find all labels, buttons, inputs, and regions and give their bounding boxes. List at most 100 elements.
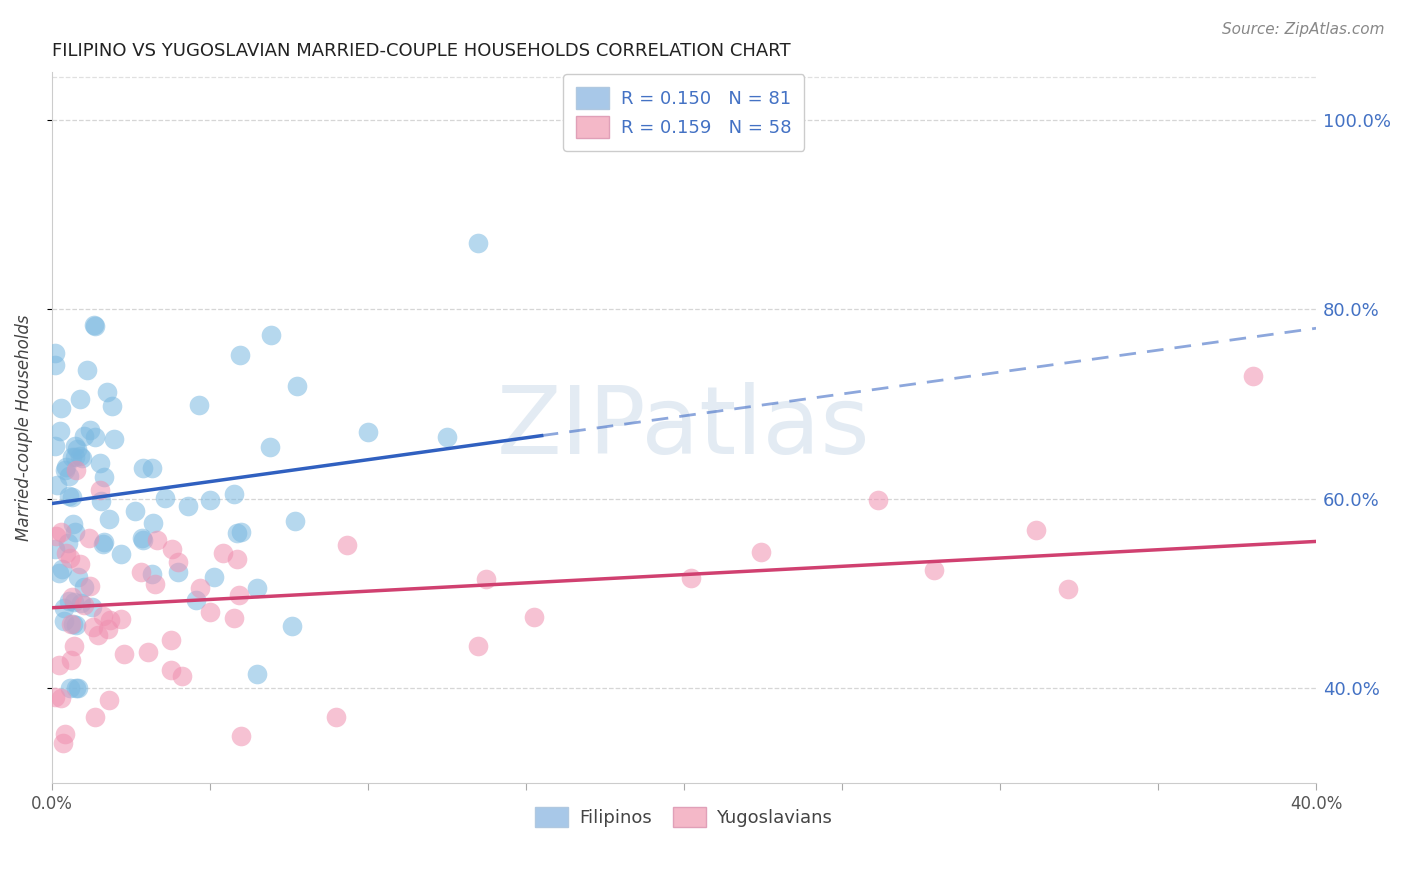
Point bbox=[49, 691, 72, 706]
Point bbox=[63, 524, 86, 539]
Point bbox=[101, 399, 124, 413]
Point bbox=[132, 533, 155, 548]
Point bbox=[52, 736, 75, 750]
Point bbox=[198, 606, 221, 620]
Point bbox=[110, 612, 132, 626]
Point bbox=[186, 593, 208, 607]
Point bbox=[159, 632, 181, 647]
Point bbox=[59, 653, 82, 667]
Point bbox=[110, 547, 132, 561]
Point bbox=[96, 384, 118, 399]
Point bbox=[65, 462, 87, 476]
Point bbox=[749, 545, 772, 559]
Point bbox=[226, 526, 249, 541]
Point bbox=[131, 565, 153, 579]
Point bbox=[65, 681, 87, 696]
Point bbox=[60, 450, 83, 464]
Point bbox=[44, 358, 66, 372]
Point bbox=[62, 517, 84, 532]
Point bbox=[60, 616, 83, 631]
Point bbox=[86, 628, 108, 642]
Point bbox=[170, 669, 193, 683]
Point bbox=[70, 597, 93, 611]
Point bbox=[73, 429, 96, 443]
Point bbox=[59, 551, 82, 566]
Point bbox=[231, 729, 253, 743]
Point bbox=[160, 542, 183, 557]
Point bbox=[1056, 582, 1078, 596]
Point bbox=[91, 609, 114, 624]
Point bbox=[53, 463, 76, 477]
Point bbox=[66, 681, 89, 696]
Point bbox=[69, 392, 91, 407]
Point bbox=[73, 580, 96, 594]
Point bbox=[177, 499, 200, 513]
Point bbox=[83, 430, 105, 444]
Text: ZIPatlas: ZIPatlas bbox=[498, 382, 870, 474]
Point bbox=[79, 423, 101, 437]
Point bbox=[141, 566, 163, 581]
Point bbox=[48, 658, 70, 673]
Point bbox=[136, 645, 159, 659]
Point bbox=[44, 345, 66, 359]
Point bbox=[89, 493, 111, 508]
Point bbox=[112, 647, 135, 661]
Point bbox=[160, 664, 183, 678]
Point bbox=[51, 561, 73, 575]
Point bbox=[436, 430, 458, 444]
Point bbox=[53, 601, 76, 615]
Point bbox=[65, 618, 87, 632]
Point bbox=[146, 533, 169, 547]
Point bbox=[228, 588, 250, 602]
Point bbox=[69, 450, 91, 464]
Point bbox=[225, 551, 247, 566]
Point bbox=[58, 536, 80, 550]
Point bbox=[246, 581, 269, 595]
Point bbox=[222, 611, 245, 625]
Point bbox=[60, 491, 83, 505]
Point bbox=[131, 531, 153, 545]
Point bbox=[44, 690, 66, 704]
Point bbox=[246, 667, 269, 681]
Point bbox=[1025, 523, 1047, 537]
Point bbox=[44, 542, 66, 557]
Point bbox=[325, 709, 347, 723]
Text: Source: ZipAtlas.com: Source: ZipAtlas.com bbox=[1222, 22, 1385, 37]
Point bbox=[46, 477, 69, 491]
Point bbox=[188, 581, 211, 595]
Point bbox=[52, 614, 75, 628]
Legend: Filipinos, Yugoslavians: Filipinos, Yugoslavians bbox=[529, 800, 839, 834]
Point bbox=[83, 318, 105, 333]
Point bbox=[259, 440, 281, 454]
Point bbox=[523, 610, 546, 624]
Point bbox=[62, 616, 84, 631]
Point bbox=[49, 424, 72, 438]
Point bbox=[229, 348, 252, 362]
Point bbox=[922, 563, 945, 577]
Point bbox=[284, 514, 307, 528]
Point bbox=[55, 546, 77, 560]
Point bbox=[142, 516, 165, 531]
Point bbox=[93, 535, 115, 549]
Point bbox=[467, 235, 489, 250]
Point bbox=[475, 572, 498, 586]
Point bbox=[167, 566, 190, 580]
Point bbox=[97, 622, 120, 636]
Point bbox=[66, 442, 89, 456]
Point bbox=[89, 456, 111, 470]
Point bbox=[143, 577, 166, 591]
Point bbox=[58, 489, 80, 503]
Point bbox=[63, 639, 86, 653]
Point bbox=[188, 398, 211, 412]
Point bbox=[83, 710, 105, 724]
Point bbox=[212, 546, 235, 560]
Point bbox=[72, 598, 94, 612]
Point bbox=[79, 579, 101, 593]
Point bbox=[231, 525, 253, 540]
Point bbox=[51, 524, 73, 539]
Point bbox=[84, 318, 107, 333]
Point bbox=[93, 469, 115, 483]
Point bbox=[82, 619, 104, 633]
Point bbox=[63, 439, 86, 453]
Point bbox=[62, 595, 84, 609]
